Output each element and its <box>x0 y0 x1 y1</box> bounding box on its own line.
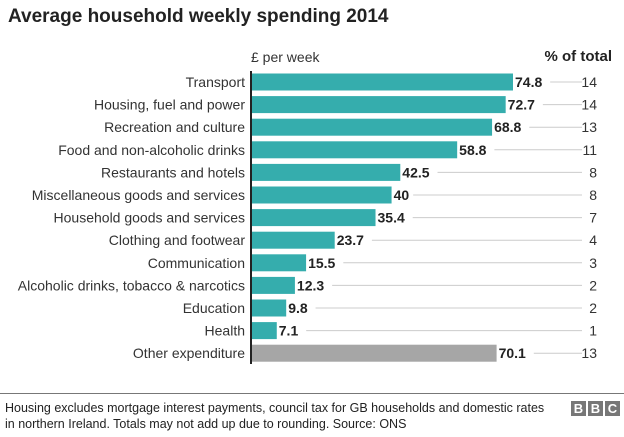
percent-label: 14 <box>581 97 597 113</box>
x-axis-label: £ per week <box>251 49 320 65</box>
percent-label: 7 <box>589 210 597 226</box>
bar <box>252 322 277 340</box>
logo-letter: B <box>588 401 603 416</box>
bar <box>252 141 458 159</box>
category-label: Clothing and footwear <box>109 232 246 248</box>
value-label: 72.7 <box>508 97 535 113</box>
logo-letter: C <box>605 401 620 416</box>
percent-label: 2 <box>589 300 597 316</box>
percent-label: 4 <box>589 232 597 248</box>
category-label: Housing, fuel and power <box>94 97 245 113</box>
bar <box>252 276 295 294</box>
value-label: 42.5 <box>402 164 429 180</box>
bar <box>252 209 376 227</box>
percent-label: 13 <box>581 345 597 361</box>
value-label: 58.8 <box>459 142 486 158</box>
footer-note: Housing excludes mortgage interest payme… <box>5 401 545 431</box>
bar <box>252 344 497 362</box>
percent-column-header: % of total <box>544 48 613 65</box>
value-label: 15.5 <box>308 255 335 271</box>
percent-label: 14 <box>581 74 597 90</box>
percent-label: 1 <box>589 323 597 339</box>
percent-label: 2 <box>589 277 597 293</box>
category-label: Education <box>183 300 245 316</box>
value-label: 7.1 <box>279 323 299 339</box>
value-label: 70.1 <box>499 345 526 361</box>
bar <box>252 96 506 114</box>
logo-letter: B <box>571 401 586 416</box>
bar <box>252 163 401 181</box>
bar <box>252 186 392 204</box>
category-label: Communication <box>148 255 245 271</box>
footer-divider <box>0 393 624 394</box>
bar <box>252 231 335 249</box>
chart-title: Average household weekly spending 2014 <box>8 6 389 27</box>
value-label: 9.8 <box>288 300 308 316</box>
value-label: 12.3 <box>297 277 324 293</box>
percent-label: 8 <box>589 187 597 203</box>
value-label: 40 <box>394 187 410 203</box>
category-label: Household goods and services <box>54 210 245 226</box>
category-label: Health <box>205 323 245 339</box>
category-label: Transport <box>186 74 246 90</box>
percent-label: 11 <box>582 142 597 158</box>
category-label: Alcoholic drinks, tobacco & narcotics <box>18 277 245 293</box>
category-label: Restaurants and hotels <box>101 164 245 180</box>
value-label: 74.8 <box>515 74 542 90</box>
percent-label: 3 <box>589 255 597 271</box>
percent-label: 8 <box>589 164 597 180</box>
category-label: Other expenditure <box>133 345 245 361</box>
category-label: Miscellaneous goods and services <box>32 187 245 203</box>
bar <box>252 299 287 317</box>
bar <box>252 73 513 91</box>
bar <box>252 254 307 272</box>
percent-label: 13 <box>581 119 597 135</box>
category-label: Food and non-alcoholic drinks <box>58 142 245 158</box>
value-label: 68.8 <box>494 119 521 135</box>
bar <box>252 118 493 136</box>
value-label: 35.4 <box>378 210 405 226</box>
value-label: 23.7 <box>337 232 364 248</box>
category-label: Recreation and culture <box>104 119 245 135</box>
